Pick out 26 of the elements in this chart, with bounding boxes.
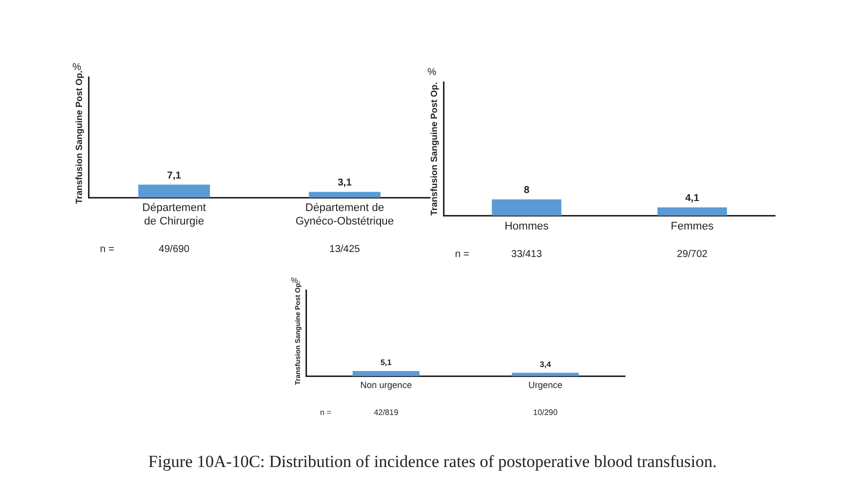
text: n = xyxy=(100,244,114,255)
y-axis-title: Transfusion Sanguine Post Op. xyxy=(74,70,84,204)
text: 13/425 xyxy=(329,244,360,255)
text: 33/413 xyxy=(511,248,542,260)
text: 10/290 xyxy=(533,408,558,418)
x-tick-label: Département de Chirurgie xyxy=(142,202,206,228)
data-label: 7,1 xyxy=(167,170,182,182)
text: 42/819 xyxy=(374,408,399,418)
text: % xyxy=(72,62,82,73)
caption: Figure 10A-10C: Distribution of incidence rates of postoperative blood transfusion. xyxy=(147,452,718,472)
data-label: 4,1 xyxy=(685,193,700,204)
x-tick-label: Hommes xyxy=(504,220,550,232)
y-axis-title: Transfusion Sanguine Post Op. xyxy=(428,82,439,216)
x-tick-label: Femmes xyxy=(670,220,714,232)
text: n = xyxy=(455,248,470,260)
text: n = xyxy=(320,408,332,418)
text: 29/702 xyxy=(676,248,708,260)
annotation: % xyxy=(427,66,436,78)
data-label: 8 xyxy=(524,185,530,196)
x-tick-label: Département de Gynéco-Obstétrique xyxy=(295,202,394,228)
data-label: 5,1 xyxy=(380,358,392,368)
data-label: 3,1 xyxy=(338,178,352,189)
x-tick-label: Urgence xyxy=(528,380,562,390)
text: 49/690 xyxy=(158,244,190,255)
x-tick-label: Non urgence xyxy=(360,380,412,390)
data-label: 3,4 xyxy=(540,360,552,369)
